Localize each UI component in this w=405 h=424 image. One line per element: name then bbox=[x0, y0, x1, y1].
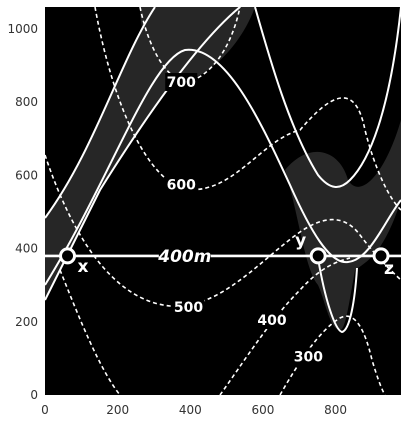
y-tick-label: 1000 bbox=[7, 22, 38, 36]
contour-line-500 bbox=[45, 154, 401, 307]
contour-line-400-east bbox=[219, 257, 351, 395]
y-tick-label: 800 bbox=[15, 95, 38, 109]
band-boundary-5 bbox=[317, 257, 358, 334]
x-tick-label: 600 bbox=[252, 403, 275, 417]
shaded-band-north bbox=[140, 7, 255, 82]
y-axis-ticks: 0 200 400 600 800 1000 bbox=[7, 22, 38, 402]
point-label-y: y bbox=[295, 231, 306, 251]
contour-label-bg bbox=[292, 347, 325, 366]
contour-line-400 bbox=[59, 269, 121, 395]
contour-label-bg bbox=[165, 73, 198, 92]
contour-labels: 700 600 500 400 300 bbox=[165, 73, 325, 366]
y-tick-label: 0 bbox=[30, 388, 38, 402]
x-tick-label: 400 bbox=[179, 403, 202, 417]
x-tick-label: 0 bbox=[41, 403, 49, 417]
band-boundary-2 bbox=[45, 7, 241, 301]
contour-label: 400 bbox=[257, 313, 286, 329]
point-marker-y bbox=[309, 247, 327, 265]
section-line-label: 400m bbox=[157, 247, 211, 267]
y-tick-label: 200 bbox=[15, 315, 38, 329]
band-boundary-4 bbox=[254, 7, 401, 188]
points-layer: x y z bbox=[59, 231, 394, 279]
point-label-z: z bbox=[384, 259, 394, 279]
contour-line-600 bbox=[94, 7, 401, 211]
contour-label-bg bbox=[256, 310, 289, 329]
y-tick-label: 600 bbox=[15, 168, 38, 182]
shaded-band-east bbox=[285, 120, 401, 330]
x-tick-label: 200 bbox=[106, 403, 129, 417]
contour-label: 300 bbox=[294, 350, 323, 366]
x-tick-label: 800 bbox=[324, 403, 347, 417]
section-label-bg bbox=[158, 245, 211, 266]
contour-label: 700 bbox=[167, 75, 196, 91]
point-marker-z bbox=[372, 247, 390, 265]
contour-label-bg bbox=[165, 175, 198, 194]
contour-label: 600 bbox=[167, 178, 196, 194]
contour-label: 500 bbox=[174, 300, 203, 316]
band-boundary-1 bbox=[45, 7, 156, 219]
y-tick-label: 400 bbox=[15, 242, 38, 256]
section-line-group: 400m bbox=[45, 245, 401, 267]
contour-label-bg bbox=[172, 298, 205, 317]
point-label-x: x bbox=[78, 257, 89, 277]
map-layer: 400m 700 600 500 400 300 x y z bbox=[45, 7, 401, 395]
point-marker-x bbox=[59, 247, 77, 265]
band-boundary-3 bbox=[45, 48, 401, 286]
x-axis-ticks: 0 200 400 600 800 bbox=[41, 403, 347, 417]
